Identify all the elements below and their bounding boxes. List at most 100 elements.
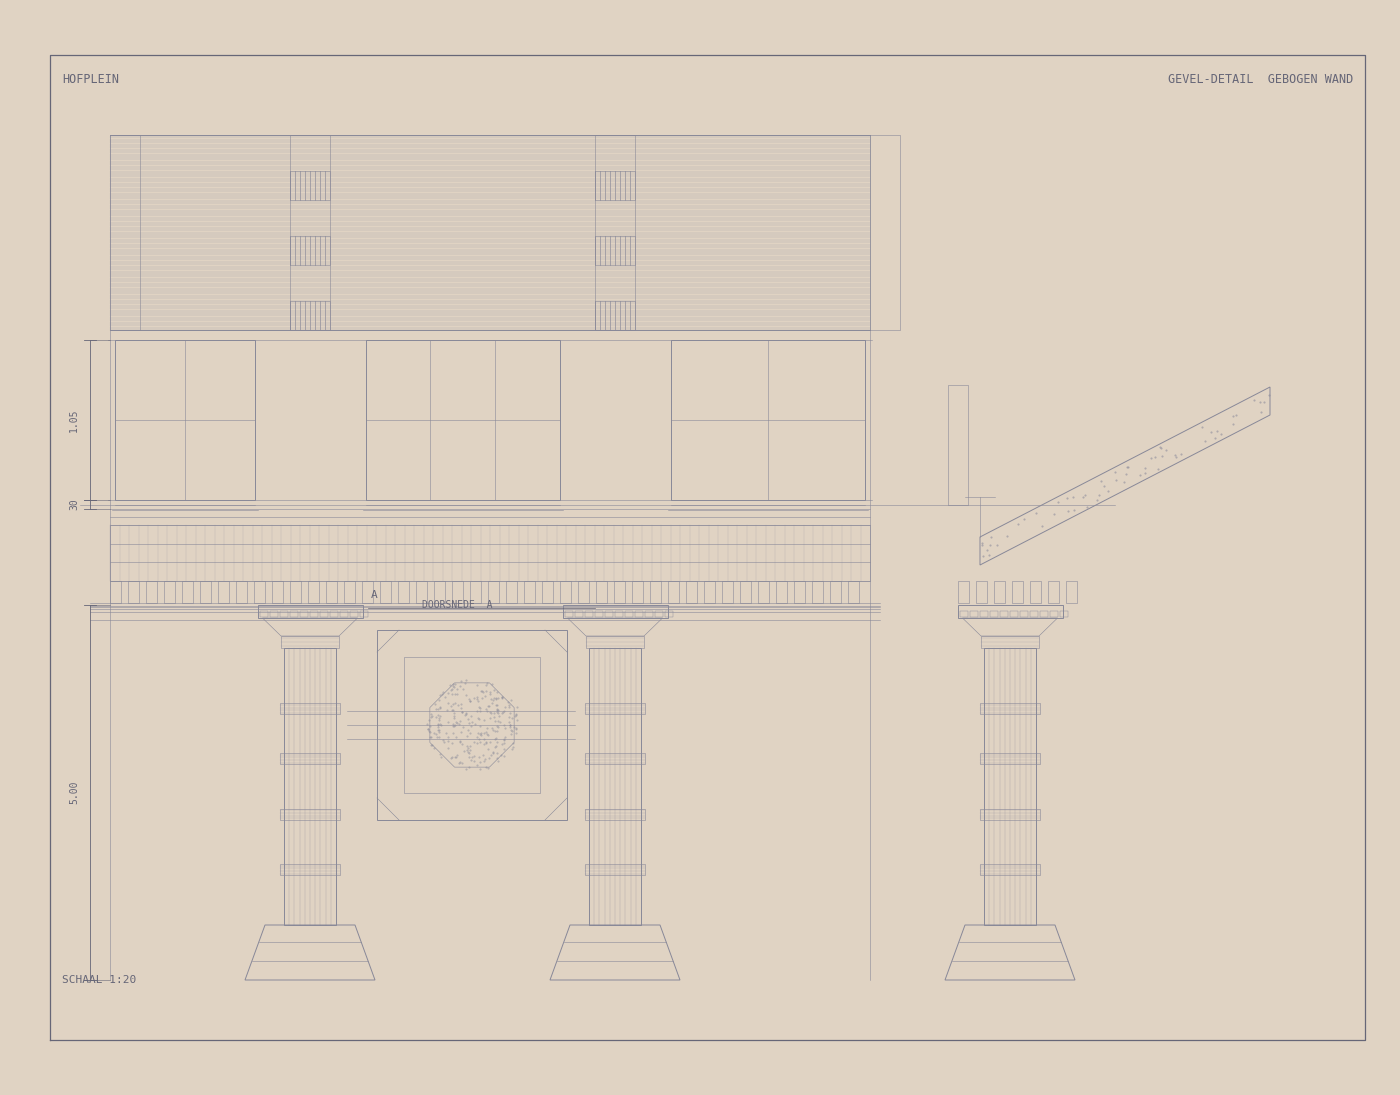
Bar (722, 581, 734, 603)
Bar (281, 636, 339, 648)
Bar (976, 581, 987, 603)
Bar (309, 611, 318, 616)
Bar (980, 809, 1040, 820)
Bar (704, 581, 715, 603)
Bar (280, 611, 287, 616)
Bar (585, 703, 645, 714)
Bar (605, 611, 613, 616)
Bar (1009, 611, 1018, 616)
Bar (615, 581, 624, 603)
Bar (290, 171, 330, 200)
Bar (665, 611, 672, 616)
Bar (326, 581, 337, 603)
Bar (560, 581, 571, 603)
Bar (398, 581, 409, 603)
Bar (671, 341, 865, 500)
Bar (1039, 611, 1047, 616)
Bar (596, 581, 608, 603)
Bar (300, 611, 308, 616)
Bar (564, 611, 573, 616)
Bar (595, 171, 636, 200)
Bar (980, 753, 1040, 764)
Bar (631, 581, 643, 603)
Bar (258, 606, 363, 618)
Bar (980, 864, 1040, 875)
Bar (644, 611, 652, 616)
Bar (200, 581, 211, 603)
Bar (377, 630, 567, 820)
Bar (563, 606, 668, 618)
Bar (869, 135, 900, 330)
Bar (290, 135, 330, 330)
Bar (379, 581, 391, 603)
Bar (340, 611, 347, 616)
Text: SCHAAL 1:20: SCHAAL 1:20 (62, 975, 136, 986)
Bar (585, 864, 645, 875)
Bar (363, 581, 372, 603)
Bar (280, 753, 340, 764)
Bar (308, 581, 319, 603)
Bar (365, 341, 560, 500)
Bar (595, 135, 636, 330)
Bar (452, 581, 463, 603)
Bar (1065, 581, 1077, 603)
Bar (1029, 581, 1040, 603)
Text: GEVEL-DETAIL  GEBOGEN WAND: GEVEL-DETAIL GEBOGEN WAND (1168, 73, 1352, 87)
Bar (344, 581, 356, 603)
Bar (1050, 611, 1057, 616)
Bar (655, 611, 662, 616)
Text: A: A (371, 590, 377, 600)
Bar (959, 611, 967, 616)
Bar (589, 648, 641, 925)
Bar (741, 581, 750, 603)
Bar (980, 703, 1040, 714)
Bar (253, 581, 265, 603)
Bar (524, 581, 535, 603)
Text: HOFPLEIN: HOFPLEIN (62, 73, 119, 87)
Bar (182, 581, 193, 603)
Bar (980, 611, 987, 616)
Text: 5.00: 5.00 (69, 781, 78, 804)
Bar (574, 611, 582, 616)
Bar (360, 611, 368, 616)
Bar (595, 611, 602, 616)
Bar (259, 611, 267, 616)
Bar (668, 581, 679, 603)
Bar (280, 809, 340, 820)
Bar (848, 581, 860, 603)
Bar (634, 611, 643, 616)
Bar (970, 611, 977, 616)
Bar (280, 864, 340, 875)
Bar (587, 636, 644, 648)
Bar (958, 606, 1063, 618)
Bar (981, 636, 1039, 648)
Text: DOORSNEDE  A: DOORSNEDE A (421, 600, 493, 610)
Bar (595, 235, 636, 265)
Bar (111, 525, 869, 581)
Bar (111, 581, 120, 603)
Bar (237, 581, 246, 603)
Bar (290, 581, 301, 603)
Bar (958, 581, 969, 603)
Bar (350, 611, 357, 616)
Bar (948, 385, 967, 505)
Bar (272, 581, 283, 603)
Bar (416, 581, 427, 603)
Bar (489, 581, 498, 603)
Bar (776, 581, 787, 603)
Text: 1.05: 1.05 (69, 408, 78, 431)
Bar (434, 581, 445, 603)
Bar (794, 581, 805, 603)
Bar (615, 611, 623, 616)
Bar (585, 809, 645, 820)
Bar (284, 648, 336, 925)
Bar (585, 753, 645, 764)
Bar (1029, 611, 1037, 616)
Text: 30: 30 (69, 498, 78, 510)
Bar (505, 581, 517, 603)
Bar (146, 581, 157, 603)
Bar (403, 657, 540, 794)
Bar (1000, 611, 1008, 616)
Bar (650, 581, 661, 603)
Bar (319, 611, 328, 616)
